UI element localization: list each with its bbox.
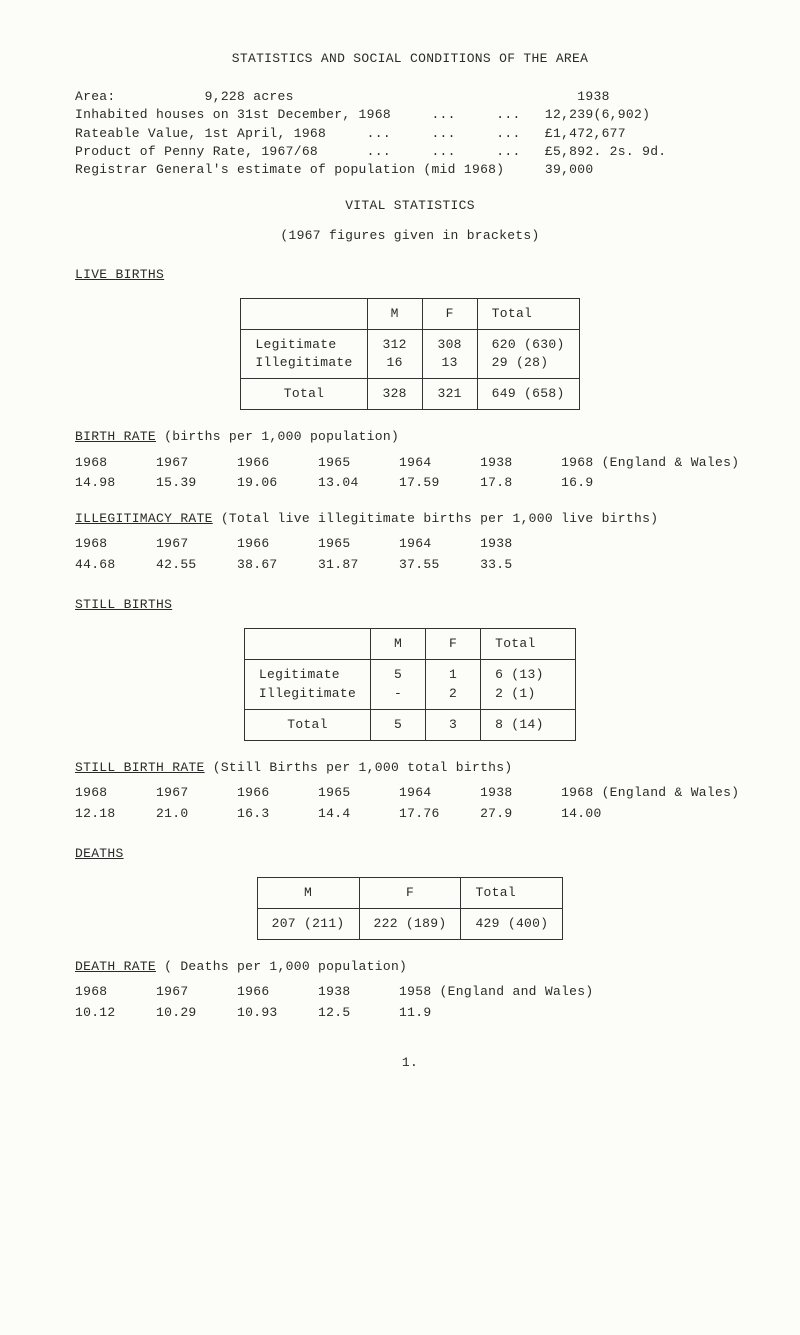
table-row: 207 (211) 222 (189) 429 (400): [257, 909, 563, 940]
deaths-head: DEATHS: [75, 845, 745, 863]
header-m: M: [371, 629, 426, 660]
still-births-head: STILL BIRTHS: [75, 596, 745, 614]
footer-m: 328: [367, 379, 422, 410]
death-rate-desc: ( Deaths per 1,000 population): [156, 959, 407, 974]
table-row: Legitimate Illegitimate 312 16 308 13 62…: [241, 329, 579, 378]
birth-rate-block: 1968 1967 1966 1965 1964 1938 1968 (Engl…: [75, 453, 745, 495]
illeg-rate-head: ILLEGITIMACY RATE (Total live illegitima…: [75, 510, 745, 528]
death-rate-head: DEATH RATE ( Deaths per 1,000 population…: [75, 958, 745, 976]
still-births-label: STILL BIRTHS: [75, 597, 172, 612]
footer-label: Total: [241, 379, 367, 410]
table-footer-row: Total 328 321 649 (658): [241, 379, 579, 410]
deaths-table: M F Total 207 (211) 222 (189) 429 (400): [257, 877, 564, 940]
footer-total: 8 (14): [481, 709, 576, 740]
table-header-row: M F Total: [241, 298, 579, 329]
still-rate-block: 1968 1967 1966 1965 1964 1938 1968 (Engl…: [75, 783, 745, 825]
live-births-head: LIVE BIRTHS: [75, 266, 745, 284]
header-f: F: [359, 877, 461, 908]
page-title: STATISTICS AND SOCIAL CONDITIONS OF THE …: [75, 50, 745, 68]
cell-f: 222 (189): [359, 909, 461, 940]
table-footer-row: Total 5 3 8 (14): [244, 709, 575, 740]
footer-f: 321: [422, 379, 477, 410]
cell-f: 1 2: [426, 660, 481, 709]
illeg-rate-desc: (Total live illegitimate births per 1,00…: [213, 511, 659, 526]
cell-f: 308 13: [422, 329, 477, 378]
header-m: M: [367, 298, 422, 329]
still-rate-desc: (Still Births per 1,000 total births): [205, 760, 513, 775]
area-block: Area: 9,228 acres 1938 Inhabited houses …: [75, 88, 745, 179]
cell-total: 620 (630) 29 (28): [477, 329, 579, 378]
header-m: M: [257, 877, 359, 908]
live-births-table: M F Total Legitimate Illegitimate 312 16…: [240, 298, 579, 411]
vital-title: VITAL STATISTICS: [75, 197, 745, 215]
footer-f: 3: [426, 709, 481, 740]
illeg-rate-block: 1968 1967 1966 1965 1964 1938 44.68 42.5…: [75, 534, 745, 576]
cell-legitimate: Legitimate Illegitimate: [244, 660, 370, 709]
death-rate-label: DEATH RATE: [75, 959, 156, 974]
footer-total: 649 (658): [477, 379, 579, 410]
header-blank: [241, 298, 367, 329]
still-births-table: M F Total Legitimate Illegitimate 5 - 1 …: [244, 628, 576, 741]
still-rate-head: STILL BIRTH RATE (Still Births per 1,000…: [75, 759, 745, 777]
cell-m: 5 -: [371, 660, 426, 709]
header-total: Total: [481, 629, 576, 660]
still-rate-label: STILL BIRTH RATE: [75, 760, 205, 775]
header-f: F: [422, 298, 477, 329]
cell-total: 429 (400): [461, 909, 563, 940]
header-blank: [244, 629, 370, 660]
table-header-row: M F Total: [257, 877, 563, 908]
table-header-row: M F Total: [244, 629, 575, 660]
cell-total: 6 (13) 2 (1): [481, 660, 576, 709]
death-rate-block: 1968 1967 1966 1938 1958 (England and Wa…: [75, 982, 745, 1024]
footer-m: 5: [371, 709, 426, 740]
cell-m: 207 (211): [257, 909, 359, 940]
deaths-label: DEATHS: [75, 846, 124, 861]
birth-rate-label: BIRTH RATE: [75, 429, 156, 444]
cell-m: 312 16: [367, 329, 422, 378]
header-total: Total: [461, 877, 563, 908]
vital-subtitle: (1967 figures given in brackets): [75, 227, 745, 245]
header-f: F: [426, 629, 481, 660]
live-births-label: LIVE BIRTHS: [75, 267, 164, 282]
footer-label: Total: [244, 709, 370, 740]
header-total: Total: [477, 298, 579, 329]
cell-legitimate: Legitimate Illegitimate: [241, 329, 367, 378]
illeg-rate-label: ILLEGITIMACY RATE: [75, 511, 213, 526]
birth-rate-head: BIRTH RATE (births per 1,000 population): [75, 428, 745, 446]
page-number: 1.: [75, 1054, 745, 1072]
table-row: Legitimate Illegitimate 5 - 1 2 6 (13) 2…: [244, 660, 575, 709]
birth-rate-desc: (births per 1,000 population): [156, 429, 399, 444]
